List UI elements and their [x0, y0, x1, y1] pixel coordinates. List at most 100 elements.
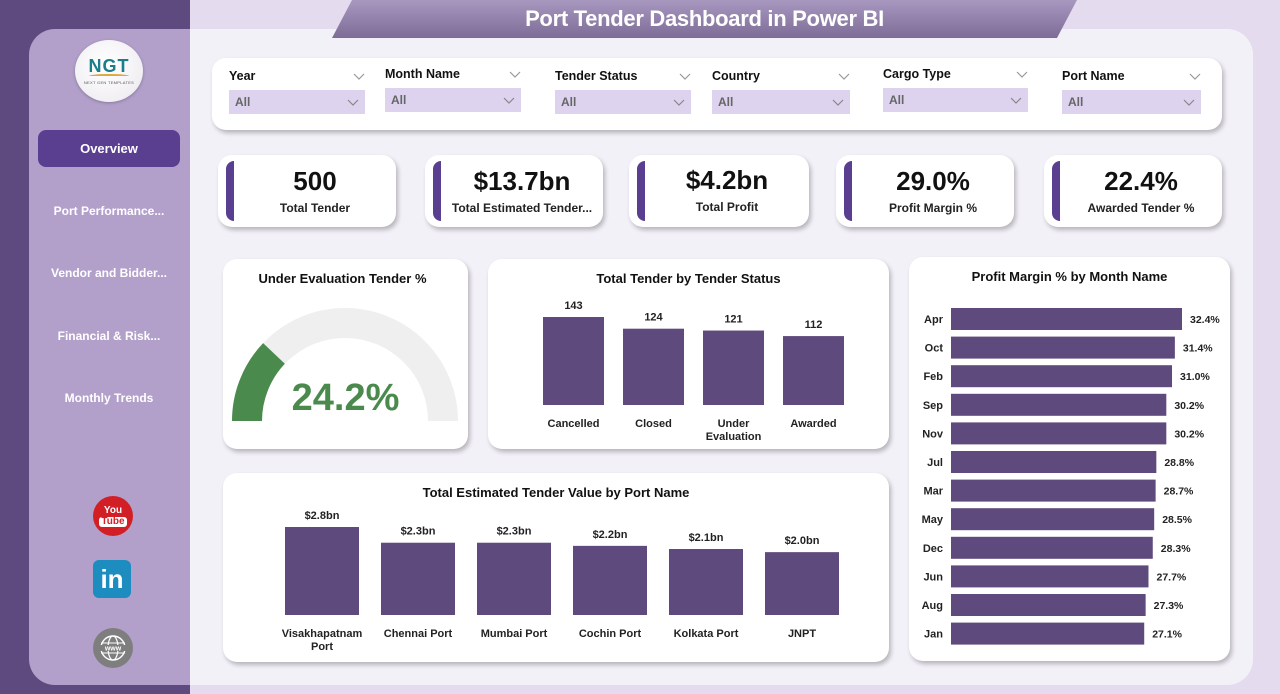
- linkedin-icon[interactable]: in: [93, 560, 131, 598]
- chevron-down-icon[interactable]: [353, 73, 365, 80]
- filter-dropdown[interactable]: All: [555, 90, 691, 114]
- bar[interactable]: [703, 330, 764, 405]
- nav-overview[interactable]: Overview: [38, 130, 180, 167]
- bar[interactable]: [951, 393, 1167, 416]
- nav-financial-risk[interactable]: Financial & Risk...: [38, 317, 180, 354]
- filter-label: Cargo Type: [883, 67, 951, 81]
- port-value-chart-card[interactable]: Total Estimated Tender Value by Port Nam…: [223, 473, 889, 662]
- filter-label: Month Name: [385, 67, 460, 81]
- bar[interactable]: [543, 317, 604, 405]
- kpi-accent: [226, 161, 234, 221]
- kpi-total-tender: 500 Total Tender: [218, 155, 396, 227]
- website-icon-text: www: [104, 646, 122, 653]
- kpi-value: $4.2bn: [685, 165, 769, 195]
- category-label: Sep: [923, 400, 943, 412]
- category-label: Cancelled: [548, 418, 600, 430]
- filter-value: All: [235, 95, 251, 109]
- globe-icon: www: [100, 635, 126, 661]
- bar[interactable]: [783, 336, 844, 405]
- category-label: Feb: [923, 371, 943, 383]
- bar[interactable]: [951, 308, 1182, 330]
- bar[interactable]: [951, 365, 1173, 388]
- filter-port-name[interactable]: Port Name All: [1062, 66, 1201, 114]
- bar[interactable]: [477, 542, 551, 615]
- logo-swoosh-icon: [89, 74, 129, 78]
- filter-value: All: [1068, 95, 1084, 109]
- chevron-down-icon[interactable]: [1016, 71, 1028, 78]
- nav-label: Overview: [80, 141, 138, 156]
- bar[interactable]: [381, 542, 455, 615]
- profit-margin-month-chart-card[interactable]: Profit Margin % by Month Name Apr 32.4% Oc…: [909, 257, 1230, 661]
- filter-month-name[interactable]: Month Name All: [385, 64, 521, 112]
- kpi-value: 29.0%: [896, 166, 970, 196]
- youtube-icon[interactable]: You Tube: [93, 496, 133, 536]
- kpi-awarded-tender: 22.4% Awarded Tender %: [1044, 155, 1222, 227]
- profit-margin-month-chart: Apr 32.4% Oct 31.4% Feb 31.0% Sep 30.2% Nov 30.2%…: [922, 308, 1220, 645]
- kpi-label: Profit Margin %: [888, 201, 977, 215]
- data-label: $2.2bn: [593, 529, 628, 541]
- filter-dropdown[interactable]: All: [1062, 90, 1201, 114]
- bar[interactable]: [951, 508, 1155, 531]
- data-label: 30.2%: [1174, 428, 1204, 440]
- filter-value: All: [391, 93, 407, 107]
- bar[interactable]: [951, 536, 1153, 559]
- category-label: Port: [311, 641, 333, 653]
- category-label: Closed: [635, 418, 672, 430]
- data-label: 143: [564, 300, 582, 312]
- bar[interactable]: [951, 451, 1157, 473]
- kpi-value: 500: [293, 166, 337, 196]
- bar[interactable]: [669, 549, 743, 615]
- nav-label: Vendor and Bidder...: [50, 265, 168, 280]
- kpi-profit-margin: 29.0% Profit Margin %: [836, 155, 1014, 227]
- chart-title: Total Tender by Tender Status: [596, 271, 781, 286]
- page-title: Port Tender Dashboard in Power BI: [525, 6, 884, 31]
- category-label: Oct: [925, 343, 944, 355]
- filter-dropdown[interactable]: All: [385, 88, 521, 112]
- nav-port-performance[interactable]: Port Performance...: [38, 192, 180, 229]
- bar[interactable]: [623, 328, 684, 405]
- data-label: $2.3bn: [401, 526, 436, 538]
- category-label: Awarded: [790, 418, 836, 430]
- nav-label: Monthly Trends: [64, 390, 154, 405]
- filter-label: Port Name: [1062, 69, 1125, 83]
- bar[interactable]: [951, 622, 1145, 645]
- filter-cargo-type[interactable]: Cargo Type All: [883, 64, 1028, 112]
- chevron-down-icon[interactable]: [509, 71, 521, 78]
- filter-year[interactable]: Year All: [229, 66, 365, 114]
- filter-dropdown[interactable]: All: [712, 90, 850, 114]
- filter-country[interactable]: Country All: [712, 66, 850, 114]
- filter-tender-status[interactable]: Tender Status All: [555, 66, 691, 114]
- bar[interactable]: [765, 552, 839, 615]
- kpi-label: Awarded Tender %: [1087, 201, 1195, 215]
- chevron-down-icon[interactable]: [838, 73, 850, 80]
- bar[interactable]: [573, 545, 647, 615]
- tender-status-chart-card[interactable]: Total Tender by Tender Status 143 Cancell…: [488, 259, 889, 449]
- filter-dropdown[interactable]: All: [229, 90, 365, 114]
- website-icon[interactable]: www: [93, 628, 133, 668]
- bar[interactable]: [285, 527, 359, 615]
- category-label: Evaluation: [706, 431, 762, 443]
- chevron-down-icon[interactable]: [679, 73, 691, 80]
- gauge-fill: [232, 343, 285, 421]
- gauge-card[interactable]: Under Evaluation Tender % 24.2%: [223, 259, 468, 449]
- category-label: Chennai Port: [384, 628, 453, 640]
- data-label: 28.3%: [1161, 543, 1191, 555]
- bar[interactable]: [951, 479, 1156, 502]
- nav-vendor-and-bidder[interactable]: Vendor and Bidder...: [38, 254, 180, 291]
- nav-monthly-trends[interactable]: Monthly Trends: [38, 379, 180, 416]
- bar[interactable]: [951, 422, 1167, 445]
- linkedin-icon-text: in: [100, 563, 124, 594]
- bar[interactable]: [951, 594, 1146, 616]
- chevron-down-icon[interactable]: [1189, 73, 1201, 80]
- bar[interactable]: [951, 565, 1149, 588]
- category-label: May: [922, 514, 944, 526]
- data-label: 27.1%: [1152, 629, 1182, 641]
- category-label: JNPT: [788, 628, 816, 640]
- category-label: Jan: [924, 629, 943, 641]
- bar[interactable]: [951, 336, 1175, 359]
- category-label: Mumbai Port: [481, 628, 548, 640]
- filter-dropdown[interactable]: All: [883, 88, 1028, 112]
- data-label: 27.3%: [1154, 600, 1184, 612]
- gauge-track: [232, 308, 458, 421]
